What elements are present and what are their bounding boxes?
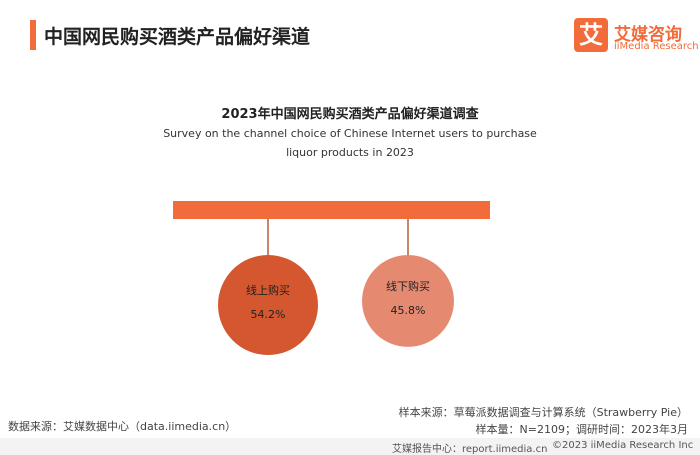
- page-title: 中国网民购买酒类产品偏好渠道: [44, 26, 311, 48]
- footer-band: [0, 438, 700, 455]
- sample-source: 样本来源：草莓派数据调查与计算系统（Strawberry Pie）: [398, 406, 688, 419]
- value-label: 54.2%: [251, 308, 286, 321]
- chart-subtitle: Survey on the channel choice of Chinese …: [163, 127, 537, 159]
- sample-info: 样本量：N=2109；调研时间：2023年3月: [475, 423, 688, 436]
- data-source: 数据来源：艾媒数据中心（data.iimedia.cn）: [8, 420, 237, 433]
- report-center: 艾媒报告中心：report.iimedia.cn: [392, 444, 548, 455]
- bubble: [362, 254, 454, 347]
- logo-en: iiMedia Research: [614, 41, 699, 52]
- logo-mark: 艾: [574, 18, 608, 52]
- top-bar: [173, 201, 490, 219]
- logo-name: 艾媒咨询: [614, 25, 682, 45]
- category-label: 线上购买: [246, 283, 290, 297]
- copyright: ©2023 iiMedia Research Inc: [552, 440, 694, 451]
- bubble: [218, 255, 318, 355]
- chart-title: 2023年中国网民购买酒类产品偏好渠道调查: [221, 107, 479, 122]
- title-accent: [30, 20, 36, 50]
- value-label: 45.8%: [391, 304, 426, 317]
- category-label: 线下购买: [386, 279, 430, 293]
